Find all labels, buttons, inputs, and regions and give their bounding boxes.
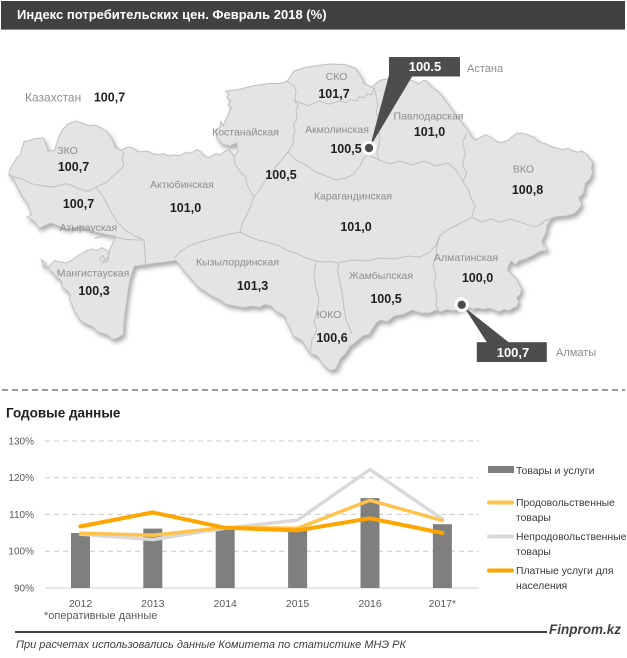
svg-text:100,5: 100,5 <box>265 168 296 182</box>
svg-text:При расчетах использовались да: При расчетах использовались данные Комит… <box>16 639 406 651</box>
svg-text:Астана: Астана <box>467 63 504 75</box>
svg-text:90%: 90% <box>14 584 34 595</box>
svg-text:100,7: 100,7 <box>58 160 89 174</box>
svg-text:2015: 2015 <box>286 598 310 610</box>
svg-text:Годовые данные: Годовые данные <box>6 406 121 421</box>
svg-text:2016: 2016 <box>358 598 382 610</box>
svg-text:100,5: 100,5 <box>330 142 361 156</box>
svg-text:Карагандинская: Карагандинская <box>314 191 392 203</box>
svg-text:100.5: 100.5 <box>409 59 442 74</box>
svg-text:100,3: 100,3 <box>78 284 109 298</box>
svg-text:Алматы: Алматы <box>556 347 596 359</box>
svg-text:Павлодарская: Павлодарская <box>394 111 464 123</box>
svg-text:101,3: 101,3 <box>237 279 268 293</box>
svg-text:Казахстан: Казахстан <box>25 91 81 105</box>
svg-text:100,8: 100,8 <box>512 183 543 197</box>
svg-text:СКО: СКО <box>326 71 348 83</box>
svg-text:2012: 2012 <box>69 598 93 610</box>
svg-text:Мангистауская: Мангистауская <box>57 268 130 280</box>
svg-text:*оперативные данные: *оперативные данные <box>44 610 157 622</box>
svg-text:2013: 2013 <box>141 598 165 610</box>
svg-text:Алматинская: Алматинская <box>434 252 498 264</box>
svg-text:Кызылординская: Кызылординская <box>196 257 279 269</box>
svg-text:101,0: 101,0 <box>340 220 371 234</box>
svg-text:100,7: 100,7 <box>94 91 125 105</box>
svg-text:Finprom.kz: Finprom.kz <box>549 622 621 637</box>
svg-text:2017*: 2017* <box>429 598 456 610</box>
svg-text:ЗКО: ЗКО <box>57 145 78 157</box>
svg-text:101,0: 101,0 <box>414 125 445 139</box>
svg-text:2014: 2014 <box>214 598 238 610</box>
svg-text:Жамбылская: Жамбылская <box>349 270 413 282</box>
svg-text:Костанайская: Костанайская <box>212 127 279 139</box>
svg-text:101,7: 101,7 <box>318 87 349 101</box>
svg-text:100,6: 100,6 <box>316 331 347 345</box>
svg-text:100,5: 100,5 <box>370 292 401 306</box>
svg-text:100,0: 100,0 <box>462 271 493 285</box>
svg-text:Платные услуги для: Платные услуги для <box>516 566 613 577</box>
svg-text:Актюбинская: Актюбинская <box>150 179 214 191</box>
svg-text:Продовольственные: Продовольственные <box>516 498 615 509</box>
svg-text:Акмолинская: Акмолинская <box>305 124 369 136</box>
svg-text:Непродовольственные: Непродовольственные <box>516 532 627 543</box>
svg-text:110%: 110% <box>9 510 34 521</box>
svg-text:Товары и услуги: Товары и услуги <box>516 466 595 477</box>
svg-text:ВКО: ВКО <box>513 164 534 176</box>
svg-text:ЮКО: ЮКО <box>317 309 342 321</box>
svg-text:населения: населения <box>516 581 567 592</box>
svg-text:130%: 130% <box>8 437 34 448</box>
svg-text:101,0: 101,0 <box>170 201 201 215</box>
svg-text:Атырауская: Атырауская <box>60 222 117 234</box>
svg-text:товары: товары <box>516 547 551 558</box>
svg-text:100,7: 100,7 <box>63 197 94 211</box>
svg-text:Индекс потребительских цен. Фе: Индекс потребительских цен. Февраль 2018… <box>17 7 327 22</box>
svg-text:100,7: 100,7 <box>497 345 530 360</box>
svg-text:120%: 120% <box>8 473 34 484</box>
svg-text:100%: 100% <box>8 547 34 558</box>
svg-text:товары: товары <box>516 513 551 524</box>
